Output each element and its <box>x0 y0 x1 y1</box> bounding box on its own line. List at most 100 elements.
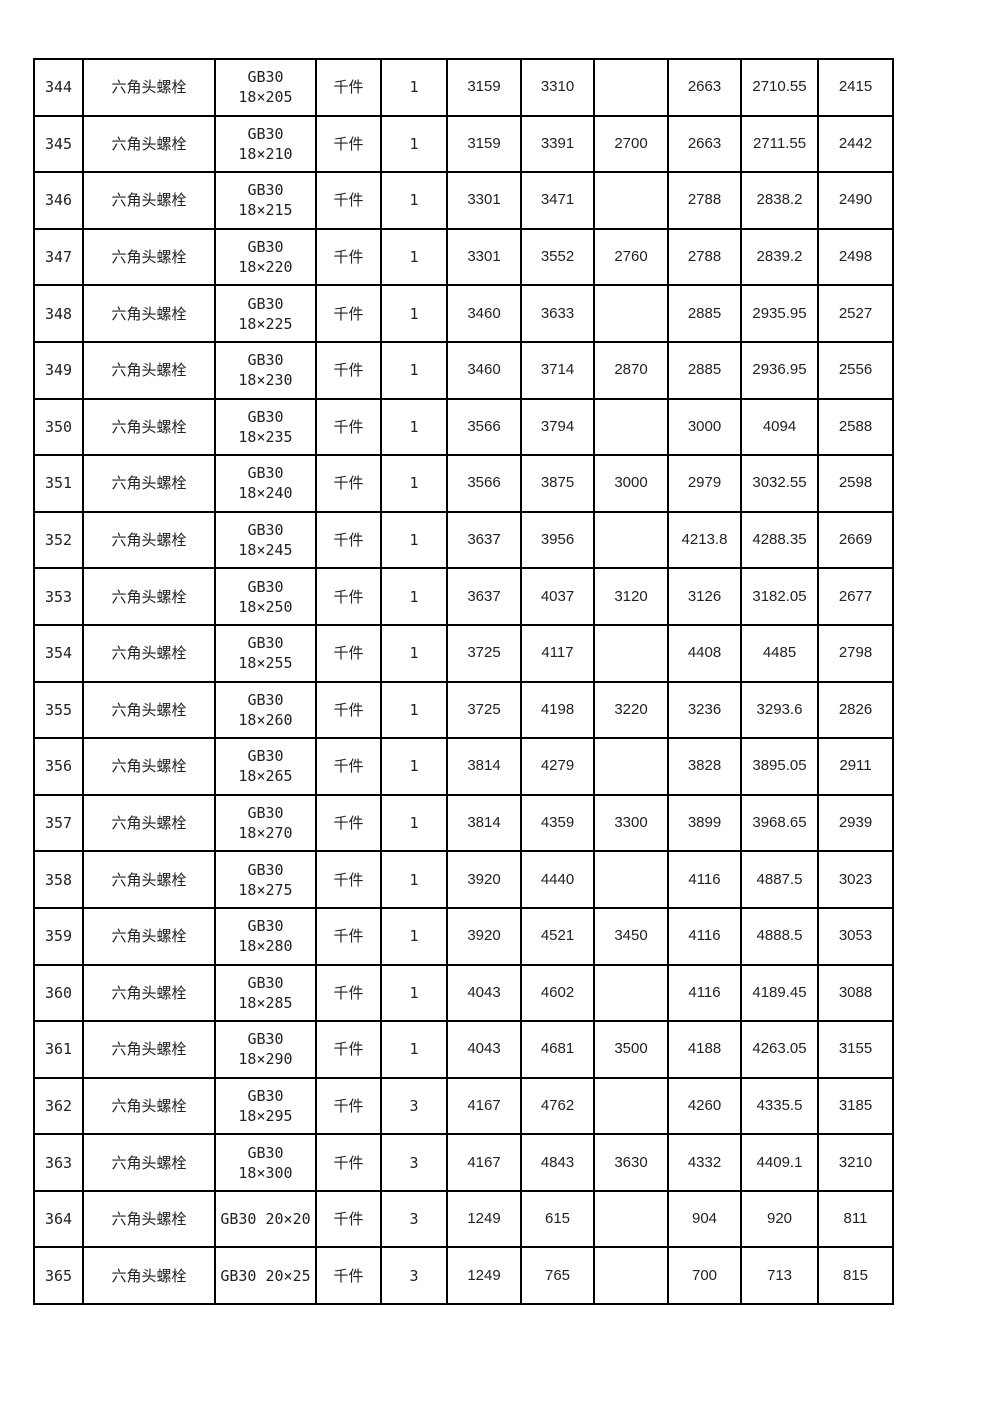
specification-cell: GB30 18×285 <box>214 963 317 1023</box>
table-row: 351 六角头螺栓 GB30 18×240 千件 1 3566 3875 3000 2979 30… <box>33 454 894 513</box>
row-number-cell: 364 <box>33 1189 84 1249</box>
row-number-cell: 357 <box>33 793 84 853</box>
product-name-cell: 六角头螺栓 <box>82 58 216 117</box>
unit-cell: 千件 <box>315 737 382 796</box>
specification-cell: GB30 18×245 <box>214 510 317 570</box>
price-6-cell: 3210 <box>817 1133 894 1192</box>
table-row: 346 六角头螺栓 GB30 18×215 千件 1 3301 3471 2788 2838.2… <box>33 171 894 230</box>
price-3-cell <box>593 397 669 457</box>
unit-cell: 千件 <box>315 567 382 626</box>
price-5-cell: 2711.55 <box>740 114 819 174</box>
price-1-cell: 3637 <box>446 510 522 570</box>
row-number-cell: 344 <box>33 58 84 117</box>
price-4-cell: 4188 <box>667 1020 742 1079</box>
price-4-cell: 2788 <box>667 171 742 230</box>
product-name-cell: 六角头螺栓 <box>82 397 216 457</box>
specification-cell: GB30 18×270 <box>214 793 317 853</box>
price-3-cell <box>593 510 669 570</box>
quantity-cell: 3 <box>380 1133 448 1192</box>
price-3-cell <box>593 1246 669 1306</box>
price-5-cell: 3032.55 <box>740 454 819 513</box>
price-5-cell: 920 <box>740 1189 819 1249</box>
row-number-cell: 360 <box>33 963 84 1023</box>
price-5-cell: 2936.95 <box>740 340 819 400</box>
quantity-cell: 1 <box>380 623 448 683</box>
price-3-cell <box>593 623 669 683</box>
price-2-cell: 4843 <box>520 1133 595 1192</box>
price-4-cell: 4260 <box>667 1076 742 1136</box>
table-row: 355 六角头螺栓 GB30 18×260 千件 1 3725 4198 3220 3236 32… <box>33 680 894 740</box>
product-name-cell: 六角头螺栓 <box>82 623 216 683</box>
price-2-cell: 3310 <box>520 58 595 117</box>
unit-cell: 千件 <box>315 623 382 683</box>
quantity-cell: 1 <box>380 963 448 1023</box>
quantity-cell: 1 <box>380 906 448 966</box>
quantity-cell: 1 <box>380 1020 448 1079</box>
price-4-cell: 904 <box>667 1189 742 1249</box>
price-2-cell: 4279 <box>520 737 595 796</box>
price-3-cell <box>593 1076 669 1136</box>
price-6-cell: 811 <box>817 1189 894 1249</box>
price-table: 344 六角头螺栓 GB30 18×205 千件 1 3159 3310 2663 2710.5… <box>33 58 894 1306</box>
specification-cell: GB30 18×290 <box>214 1020 317 1079</box>
table-row: 349 六角头螺栓 GB30 18×230 千件 1 3460 3714 2870 2885 29… <box>33 340 894 400</box>
unit-cell: 千件 <box>315 1246 382 1306</box>
quantity-cell: 1 <box>380 58 448 117</box>
price-5-cell: 4094 <box>740 397 819 457</box>
price-1-cell: 3460 <box>446 284 522 343</box>
price-5-cell: 2839.2 <box>740 227 819 287</box>
row-number-cell: 361 <box>33 1020 84 1079</box>
price-6-cell: 3185 <box>817 1076 894 1136</box>
price-6-cell: 2798 <box>817 623 894 683</box>
price-2-cell: 3391 <box>520 114 595 174</box>
price-6-cell: 3053 <box>817 906 894 966</box>
specification-cell: GB30 18×205 <box>214 58 317 117</box>
unit-cell: 千件 <box>315 1133 382 1192</box>
price-5-cell: 4335.5 <box>740 1076 819 1136</box>
table-row: 357 六角头螺栓 GB30 18×270 千件 1 3814 4359 3300 3899 39… <box>33 793 894 853</box>
unit-cell: 千件 <box>315 793 382 853</box>
specification-cell: GB30 18×260 <box>214 680 317 740</box>
table-row: 353 六角头螺栓 GB30 18×250 千件 1 3637 4037 3120 3126 31… <box>33 567 894 626</box>
specification-cell: GB30 18×280 <box>214 906 317 966</box>
price-6-cell: 3023 <box>817 850 894 909</box>
price-2-cell: 3633 <box>520 284 595 343</box>
table-row: 345 六角头螺栓 GB30 18×210 千件 1 3159 3391 2700 2663 27… <box>33 114 894 174</box>
product-name-cell: 六角头螺栓 <box>82 1133 216 1192</box>
price-6-cell: 2826 <box>817 680 894 740</box>
price-2-cell: 765 <box>520 1246 595 1306</box>
table-row: 359 六角头螺栓 GB30 18×280 千件 1 3920 4521 3450 4116 48… <box>33 906 894 966</box>
product-name-cell: 六角头螺栓 <box>82 737 216 796</box>
price-4-cell: 2663 <box>667 58 742 117</box>
specification-cell: GB30 18×220 <box>214 227 317 287</box>
price-6-cell: 2598 <box>817 454 894 513</box>
unit-cell: 千件 <box>315 1076 382 1136</box>
row-number-cell: 349 <box>33 340 84 400</box>
product-name-cell: 六角头螺栓 <box>82 906 216 966</box>
row-number-cell: 346 <box>33 171 84 230</box>
product-name-cell: 六角头螺栓 <box>82 284 216 343</box>
price-1-cell: 3159 <box>446 58 522 117</box>
price-1-cell: 3725 <box>446 623 522 683</box>
price-1-cell: 3301 <box>446 171 522 230</box>
product-name-cell: 六角头螺栓 <box>82 114 216 174</box>
price-3-cell: 2700 <box>593 114 669 174</box>
price-5-cell: 4887.5 <box>740 850 819 909</box>
quantity-cell: 1 <box>380 567 448 626</box>
price-5-cell: 2710.55 <box>740 58 819 117</box>
row-number-cell: 352 <box>33 510 84 570</box>
price-3-cell: 2870 <box>593 340 669 400</box>
price-5-cell: 3895.05 <box>740 737 819 796</box>
product-name-cell: 六角头螺栓 <box>82 963 216 1023</box>
price-6-cell: 2415 <box>817 58 894 117</box>
price-4-cell: 3236 <box>667 680 742 740</box>
quantity-cell: 1 <box>380 793 448 853</box>
price-3-cell <box>593 850 669 909</box>
price-6-cell: 2527 <box>817 284 894 343</box>
unit-cell: 千件 <box>315 284 382 343</box>
price-6-cell: 2556 <box>817 340 894 400</box>
unit-cell: 千件 <box>315 1020 382 1079</box>
product-name-cell: 六角头螺栓 <box>82 454 216 513</box>
price-1-cell: 3566 <box>446 397 522 457</box>
table-row: 350 六角头螺栓 GB30 18×235 千件 1 3566 3794 3000 4094 25… <box>33 397 894 457</box>
